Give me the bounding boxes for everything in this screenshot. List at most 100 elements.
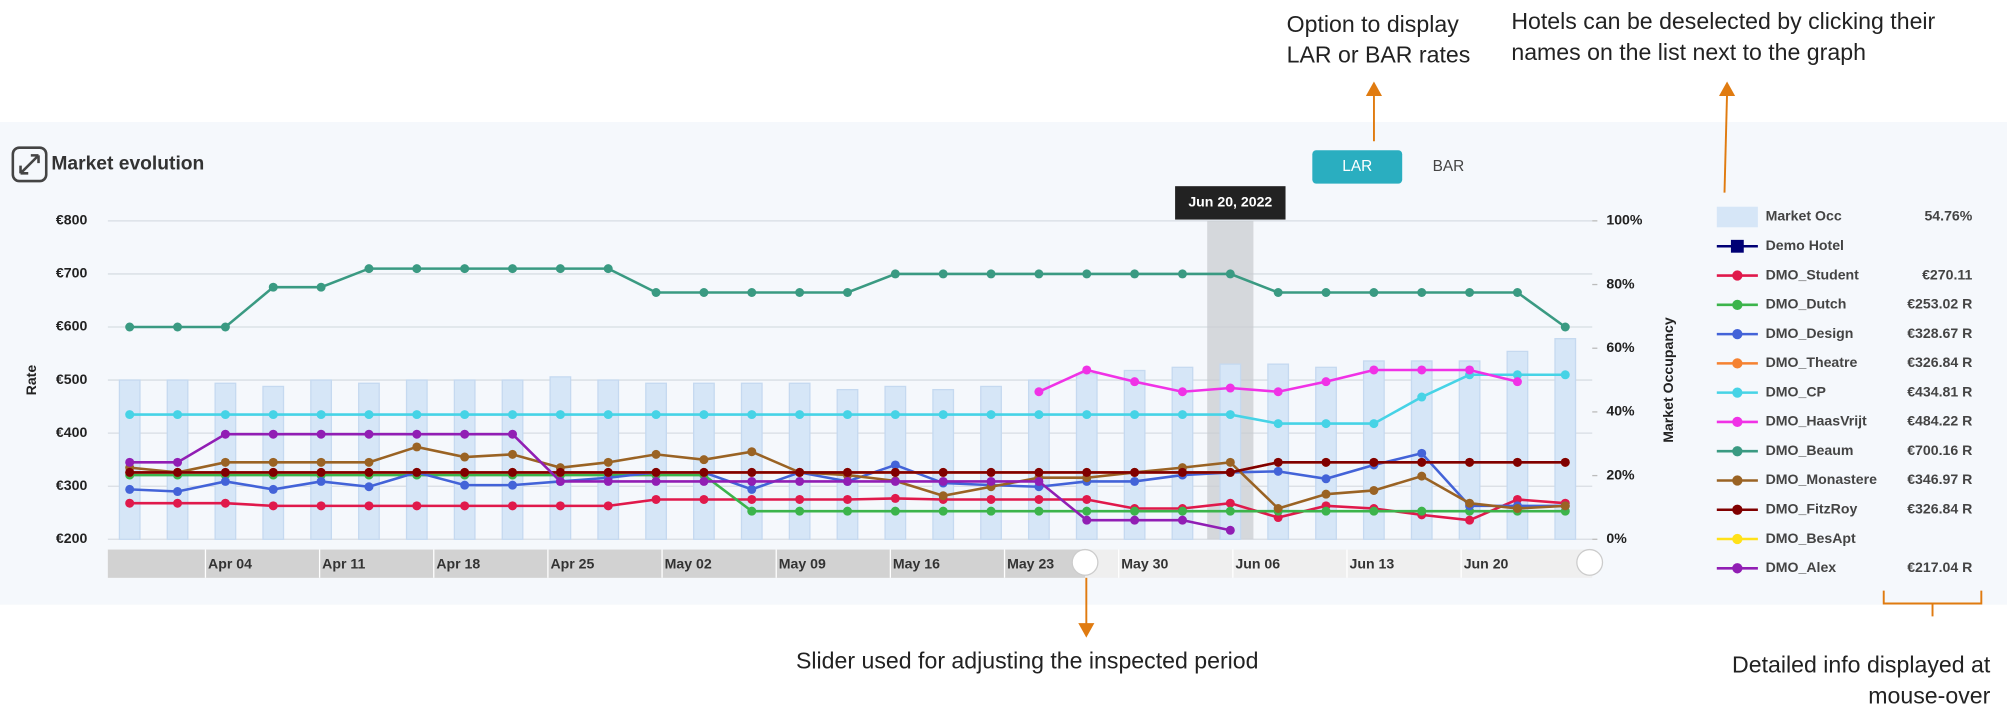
- series-point: [412, 429, 422, 439]
- occupancy-bar: [1362, 360, 1385, 540]
- series-point: [1082, 506, 1092, 516]
- series-point: [1417, 392, 1427, 402]
- series-point: [364, 457, 374, 467]
- series-point: [508, 467, 518, 477]
- legend-entry[interactable]: DMO_Beaum: [1766, 442, 1854, 458]
- series-point: [1512, 370, 1522, 380]
- legend-entry[interactable]: DMO_Design: [1766, 325, 1854, 341]
- legend-entry[interactable]: DMO_CP: [1766, 383, 1826, 399]
- legend-entry[interactable]: DMO_Alex: [1766, 559, 1837, 575]
- series-point: [220, 467, 230, 477]
- legend-entry[interactable]: Demo Hotel: [1766, 237, 1844, 253]
- legend-info: €346.97 R: [1907, 471, 1972, 487]
- series-point: [1130, 515, 1140, 525]
- series-point: [938, 410, 948, 420]
- series-point: [1321, 288, 1331, 297]
- series-point: [938, 476, 948, 486]
- annotation: names on the list next to the graph: [1511, 39, 1866, 65]
- legend-entry[interactable]: DMO_BesApt: [1766, 530, 1856, 546]
- navigator-label: May 16: [893, 556, 940, 572]
- series-point: [1273, 288, 1283, 297]
- series-point: [460, 429, 470, 439]
- series-point: [938, 506, 948, 516]
- legend-info: €270.11: [1922, 266, 1972, 282]
- series-point: [1512, 377, 1522, 387]
- series-point: [699, 410, 709, 420]
- occupancy-bar: [1458, 360, 1481, 540]
- series-point: [1273, 466, 1283, 476]
- navigator-label: Jun 20: [1464, 556, 1509, 572]
- series-point: [1273, 504, 1283, 513]
- series-point: [316, 457, 326, 467]
- occupancy-bar: [1506, 350, 1529, 540]
- series-point: [1225, 506, 1235, 516]
- series-point: [842, 506, 852, 516]
- series-point: [508, 410, 518, 420]
- series-point: [220, 498, 230, 508]
- series-point: [268, 484, 278, 494]
- tooltip-text: Jun 20, 2022: [1188, 194, 1272, 210]
- navigator-selection[interactable]: [107, 549, 1086, 578]
- series-point: [316, 501, 326, 511]
- occupancy-bar: [932, 388, 955, 540]
- y2-tick-label: 40%: [1606, 403, 1635, 419]
- series-point: [125, 322, 135, 332]
- series-point: [747, 410, 757, 420]
- series-point: [1369, 485, 1379, 495]
- series-point: [1130, 377, 1140, 387]
- series-point: [699, 288, 709, 297]
- series-point: [1082, 410, 1092, 420]
- legend-info: €328.67 R: [1907, 325, 1972, 341]
- series-point: [603, 501, 613, 511]
- series-point: [1225, 269, 1235, 279]
- legend-entry[interactable]: DMO_Theatre: [1766, 354, 1858, 370]
- legend-entry[interactable]: DMO_Student: [1766, 266, 1860, 282]
- series-point: [316, 410, 326, 420]
- tooltip-box: [1175, 186, 1286, 220]
- series-point: [364, 501, 374, 511]
- legend-info: €484.22 R: [1907, 413, 1972, 429]
- series-point: [651, 410, 661, 420]
- series-point: [747, 494, 757, 504]
- series-point: [173, 467, 183, 477]
- legend-entry[interactable]: DMO_Dutch: [1766, 296, 1847, 312]
- series-point: [986, 410, 996, 420]
- series-point: [508, 449, 518, 459]
- occupancy-bar: [740, 382, 763, 540]
- occupancy-bar: [1123, 369, 1146, 540]
- series-point: [316, 476, 326, 486]
- legend-swatch: [1716, 206, 1758, 228]
- panel-title: Market evolution: [51, 153, 204, 174]
- y2-axis-label: Market Occupancy: [1660, 317, 1676, 443]
- occupancy-bar: [1171, 366, 1194, 540]
- lar-button[interactable]: [1312, 150, 1403, 184]
- series-point: [508, 429, 518, 439]
- legend-entry[interactable]: DMO_FitzRoy: [1766, 500, 1858, 516]
- series-point: [795, 288, 805, 297]
- series-point: [220, 457, 230, 467]
- series-point: [1034, 467, 1044, 477]
- slider-handle[interactable]: [1576, 548, 1604, 576]
- series-point: [316, 282, 326, 292]
- occupancy-bar: [980, 385, 1002, 540]
- series-point: [125, 498, 135, 508]
- legend-entry[interactable]: DMO_Monastere: [1766, 471, 1877, 487]
- legend-entry[interactable]: Market Occ: [1766, 208, 1842, 224]
- navigator-label: Apr 25: [550, 556, 594, 572]
- series-line: [129, 432, 1231, 532]
- collapse-icon[interactable]: [11, 146, 48, 183]
- series-point: [1177, 269, 1187, 279]
- bar-button[interactable]: BAR: [1433, 158, 1465, 175]
- series-point: [651, 476, 661, 486]
- series-point: [842, 288, 852, 297]
- legend-entry[interactable]: DMO_HaasVrijt: [1766, 413, 1867, 429]
- series-point: [603, 476, 613, 486]
- series-point: [1465, 515, 1475, 525]
- series-point: [699, 476, 709, 486]
- series-point: [1177, 467, 1187, 477]
- annotations: Option to display LAR or BAR rates Hotels …: [796, 8, 1991, 708]
- series-point: [412, 264, 422, 274]
- series-point: [1273, 457, 1283, 467]
- slider-handle[interactable]: [1071, 548, 1099, 576]
- legend-marker: [1732, 270, 1743, 281]
